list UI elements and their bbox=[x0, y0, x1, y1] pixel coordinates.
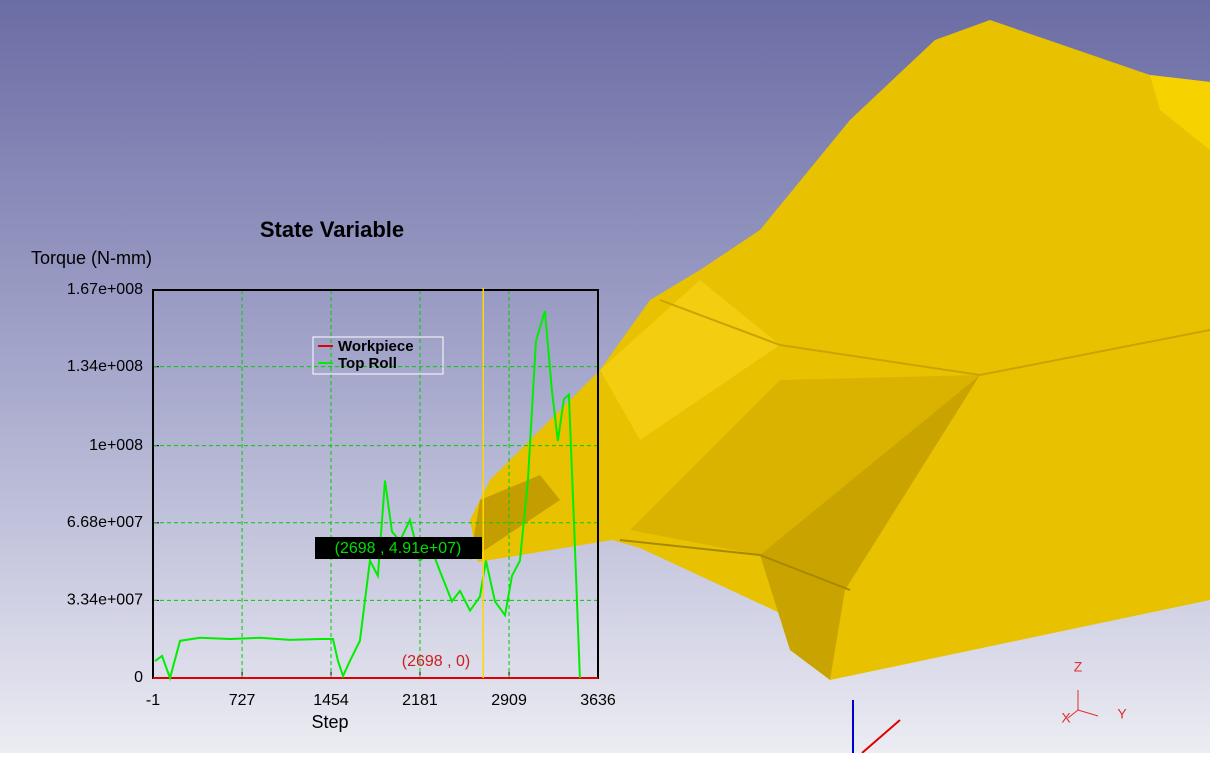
y-tick-label: 1.67e+008 bbox=[67, 281, 143, 298]
y-axis-label: Torque (N-mm) bbox=[31, 248, 152, 268]
x-tick-label: -1 bbox=[146, 692, 160, 709]
y-tick-label: 1e+008 bbox=[89, 437, 143, 454]
x-axis-label: Step bbox=[311, 712, 348, 732]
y-tick-label: 3.34e+007 bbox=[67, 592, 143, 609]
x-tick-label: 3636 bbox=[580, 692, 616, 709]
page: {"chart_data": {"type": "line", "title":… bbox=[0, 0, 1210, 753]
viewport: Z X Y State Variable Torque (N-mm) Step … bbox=[0, 0, 1210, 753]
x-tick-label: 727 bbox=[229, 692, 256, 709]
legend-label: Workpiece bbox=[338, 338, 414, 355]
x-tick-label: 2181 bbox=[402, 692, 438, 709]
y-tick-label: 6.68e+007 bbox=[67, 514, 143, 531]
axis-label: X bbox=[1061, 710, 1071, 726]
x-tick-label: 2909 bbox=[491, 692, 527, 709]
legend-label: Top Roll bbox=[338, 355, 397, 372]
x-tick-label: 1454 bbox=[313, 692, 349, 709]
y-tick-label: 1.34e+008 bbox=[67, 358, 143, 375]
cursor-label: (2698 , 4.91e+07) bbox=[335, 540, 462, 557]
axis-label: Y bbox=[1117, 706, 1127, 722]
chart-title: State Variable bbox=[260, 217, 404, 242]
cursor-label: (2698 , 0) bbox=[402, 653, 470, 670]
y-tick-label: 0 bbox=[134, 669, 143, 686]
axis-label: Z bbox=[1074, 659, 1083, 675]
